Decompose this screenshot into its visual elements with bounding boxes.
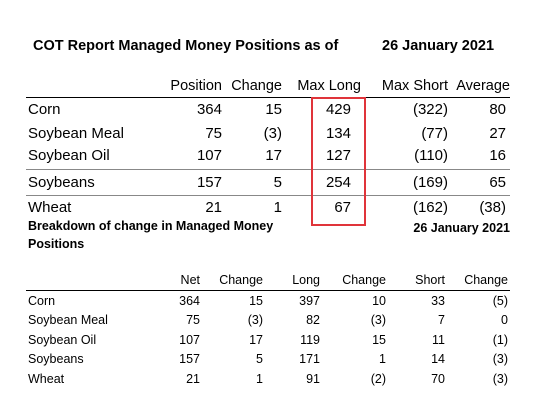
cell-long: 171 bbox=[299, 352, 320, 366]
cell-short: 7 bbox=[438, 313, 445, 327]
cell-max-short: (322) bbox=[412, 101, 448, 118]
row-label: Corn bbox=[28, 294, 56, 308]
cell-long: 397 bbox=[299, 294, 320, 308]
cell-average: 16 bbox=[489, 147, 506, 164]
cell-net: 75 bbox=[186, 313, 200, 327]
cell-long-change: 1 bbox=[379, 352, 386, 366]
cell-position: 21 bbox=[205, 199, 222, 216]
report-title: COT Report Managed Money Positions as of bbox=[33, 38, 339, 54]
column-header-position: Position bbox=[170, 78, 222, 94]
column-header-short: Short bbox=[415, 273, 445, 287]
column-header-long-change: Change bbox=[342, 273, 386, 287]
cell-short: 70 bbox=[431, 372, 445, 386]
cell-change: 17 bbox=[249, 333, 263, 347]
cell-change: 15 bbox=[265, 101, 282, 118]
cell-change: 1 bbox=[273, 199, 282, 216]
column-header-max-short: Max Short bbox=[381, 78, 448, 94]
cell-short: 33 bbox=[431, 294, 445, 308]
cell-net: 157 bbox=[179, 352, 200, 366]
cell-short-change: (1) bbox=[492, 333, 508, 347]
cell-position: 107 bbox=[196, 147, 222, 164]
row-rule bbox=[26, 195, 510, 196]
cell-short: 14 bbox=[431, 352, 445, 366]
cell-change: 5 bbox=[273, 174, 282, 191]
column-header-short-change: Change bbox=[464, 273, 508, 287]
cell-max-short: (77) bbox=[421, 125, 448, 142]
cell-average: 27 bbox=[489, 125, 506, 142]
cell-position: 364 bbox=[196, 101, 222, 118]
cell-net: 364 bbox=[179, 294, 200, 308]
row-label: Soybean Meal bbox=[28, 125, 124, 142]
cell-position: 157 bbox=[196, 174, 222, 191]
row-label: Corn bbox=[28, 101, 61, 118]
cell-max-long: 134 bbox=[325, 125, 351, 142]
cell-short-change: (5) bbox=[492, 294, 508, 308]
row-rule bbox=[26, 169, 510, 170]
cell-short-change: (3) bbox=[492, 352, 508, 366]
column-header-net: Net bbox=[180, 273, 200, 287]
cell-long-change: 15 bbox=[372, 333, 386, 347]
row-label: Soybean Oil bbox=[28, 333, 97, 347]
column-header-change: Change bbox=[231, 78, 282, 94]
cell-short: 11 bbox=[432, 333, 445, 347]
cell-change: (3) bbox=[247, 313, 263, 327]
header-rule bbox=[26, 97, 510, 98]
row-label: Soybean Oil bbox=[28, 147, 110, 164]
breakdown-title-continued: Positions bbox=[28, 237, 85, 251]
cell-max-long: 67 bbox=[334, 199, 351, 216]
cell-change: (3) bbox=[263, 125, 282, 142]
report-date: 26 January 2021 bbox=[382, 38, 495, 54]
cell-net: 107 bbox=[179, 333, 200, 347]
row-label: Soybeans bbox=[28, 174, 95, 191]
cell-long-change: (3) bbox=[370, 313, 386, 327]
cell-long: 82 bbox=[306, 313, 320, 327]
cell-max-long: 127 bbox=[325, 147, 351, 164]
max-long-highlight-box bbox=[311, 97, 366, 226]
cell-average: 80 bbox=[489, 101, 506, 118]
column-header-change: Change bbox=[219, 273, 263, 287]
column-header-average: Average bbox=[456, 78, 510, 94]
cell-change: 1 bbox=[256, 372, 263, 386]
cell-net: 21 bbox=[186, 372, 200, 386]
column-header-max-long: Max Long bbox=[297, 78, 361, 94]
cell-max-long: 254 bbox=[325, 174, 351, 191]
cell-short-change: 0 bbox=[501, 313, 508, 327]
row-label: Soybean Meal bbox=[28, 313, 108, 327]
cell-long: 91 bbox=[306, 372, 320, 386]
header-rule bbox=[26, 290, 510, 291]
cell-position: 75 bbox=[205, 125, 222, 142]
breakdown-title: Breakdown of change in Managed Money bbox=[28, 219, 274, 233]
cell-max-short: (162) bbox=[412, 199, 448, 216]
row-label: Soybeans bbox=[28, 352, 84, 366]
row-label: Wheat bbox=[28, 372, 65, 386]
cell-long: 119 bbox=[300, 333, 320, 347]
cell-change: 15 bbox=[249, 294, 263, 308]
cell-max-short: (110) bbox=[414, 147, 448, 164]
cell-average: 65 bbox=[489, 174, 506, 191]
cell-average: (38) bbox=[479, 199, 506, 216]
cell-change: 5 bbox=[256, 352, 263, 366]
row-label: Wheat bbox=[28, 199, 72, 216]
cell-change: 17 bbox=[265, 147, 282, 164]
cell-max-short: (169) bbox=[412, 174, 448, 191]
column-header-long: Long bbox=[292, 273, 320, 287]
breakdown-date: 26 January 2021 bbox=[413, 221, 510, 235]
cell-short-change: (3) bbox=[492, 372, 508, 386]
cell-long-change: (2) bbox=[370, 372, 386, 386]
cell-max-long: 429 bbox=[325, 101, 351, 118]
cell-long-change: 10 bbox=[372, 294, 386, 308]
